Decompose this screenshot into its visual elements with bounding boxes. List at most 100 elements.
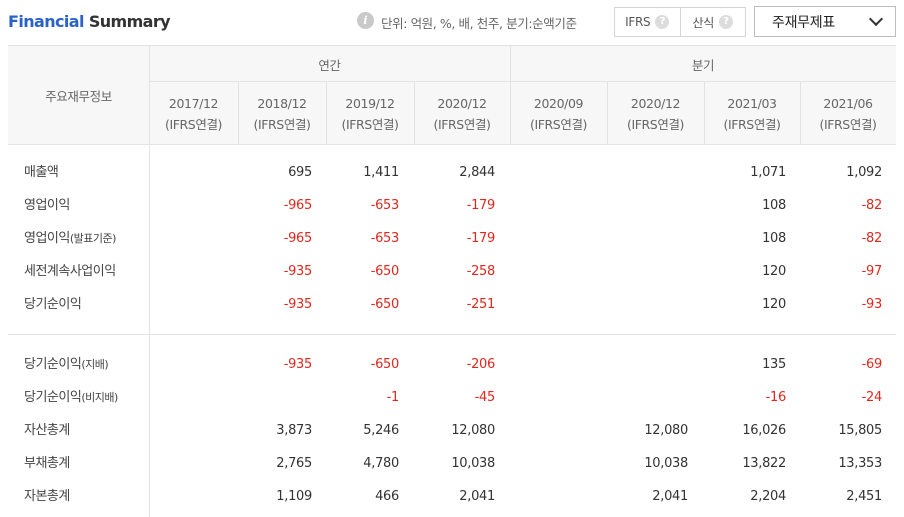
- display-toggle: IFRS ? 산식 ?: [614, 7, 746, 37]
- row-label-text: 세전계속사업이익: [24, 264, 116, 279]
- table-row: 자본총계 1,109 466 2,041 2,041 2,204 2,451: [8, 480, 896, 513]
- period-date: 2021/03: [727, 95, 777, 111]
- table-cell: -965: [283, 231, 313, 246]
- table-row: 매출액 695 1,411 2,844 1,071 1,092: [8, 156, 896, 189]
- table-cell: 10,038: [451, 456, 495, 471]
- row-label: 영업이익(발표기준): [24, 222, 116, 255]
- column-divider: [238, 81, 239, 144]
- row-label-suffix: (지배): [81, 358, 109, 371]
- table-cell: [608, 348, 688, 381]
- top-bar: Financial Summary i 단위: 억원, %, 배, 천주, 분기…: [0, 0, 904, 45]
- period-date: 2017/12: [168, 95, 219, 111]
- row-label: 당기순이익: [24, 288, 82, 321]
- table-cell: [511, 348, 591, 381]
- period-basis: (IFRS연결): [626, 116, 685, 132]
- table-cell: 2,041: [652, 489, 688, 504]
- toggle-ifrs[interactable]: IFRS ?: [615, 8, 680, 36]
- statement-select-value: 주재무제표: [772, 14, 835, 31]
- table-cell: 135: [762, 357, 786, 372]
- column-divider: [510, 45, 511, 144]
- table-cell: -935: [283, 264, 313, 279]
- table-cell: -258: [466, 264, 496, 279]
- statement-select[interactable]: 주재무제표: [754, 6, 896, 37]
- table-cell: [608, 288, 688, 321]
- table-cell: -179: [466, 231, 496, 246]
- title-financial: Financial: [8, 12, 84, 31]
- column-header-period: 2020/12 (IFRS연결): [607, 82, 704, 145]
- period-basis: (IFRS연결): [164, 116, 223, 132]
- table-cell: [156, 222, 236, 255]
- column-header-period: 2019/12 (IFRS연결): [326, 82, 414, 145]
- column-divider: [414, 81, 415, 144]
- info-icon[interactable]: i: [357, 12, 374, 29]
- table-cell: 2,451: [846, 489, 882, 504]
- table-cell: -97: [861, 264, 883, 279]
- table-cell: -179: [466, 198, 496, 213]
- help-icon[interactable]: ?: [655, 15, 670, 29]
- period-basis: (IFRS연결): [341, 116, 399, 132]
- column-header-item: 주요재무정보: [45, 89, 112, 104]
- table-cell: -16: [765, 390, 787, 405]
- table-cell: [156, 480, 236, 513]
- period-basis: (IFRS연결): [253, 116, 311, 132]
- table-cell: [608, 189, 688, 222]
- table-cell: -251: [466, 297, 496, 312]
- table-cell: [511, 447, 591, 480]
- table-cell: -935: [283, 297, 313, 312]
- period-date: 2021/06: [823, 95, 873, 111]
- table-cell: 12,080: [451, 423, 495, 438]
- table-cell: 2,204: [750, 489, 786, 504]
- table-cell: 2,844: [459, 165, 495, 180]
- table-cell: 13,822: [742, 456, 786, 471]
- toggle-formula[interactable]: 산식 ?: [679, 8, 746, 36]
- row-label-suffix: (발표기준): [69, 232, 117, 245]
- column-divider: [326, 81, 327, 144]
- table-row: 자산총계 3,873 5,246 12,080 12,080 16,026 15,805: [8, 414, 896, 447]
- table-cell: -69: [861, 357, 883, 372]
- table-cell: -206: [466, 357, 496, 372]
- table-cell: [511, 381, 591, 414]
- table-cell: 2,765: [276, 456, 312, 471]
- row-label: 자본총계: [24, 480, 70, 513]
- row-label-text: 당기순이익: [24, 390, 82, 405]
- table-cell: [156, 255, 236, 288]
- row-label-text: 부채총계: [24, 456, 70, 471]
- table-cell: [232, 381, 312, 414]
- table-cell: 1,092: [846, 165, 882, 180]
- table-cell: 3,873: [276, 423, 312, 438]
- period-date: 2019/12: [345, 95, 395, 111]
- column-divider: [800, 81, 801, 144]
- group-header-annual: 연간: [318, 57, 341, 73]
- group-header-quarter: 분기: [691, 57, 715, 73]
- table-cell: 12,080: [644, 423, 688, 438]
- column-header-period: 2017/12 (IFRS연결): [149, 82, 238, 145]
- table-row: 당기순이익(지배) -935 -650 -206 135 -69: [8, 348, 896, 381]
- toggle-ifrs-label: IFRS: [625, 15, 651, 29]
- row-label-text: 당기순이익: [24, 297, 82, 312]
- table-cell: -965: [283, 198, 313, 213]
- period-date: 2018/12: [257, 95, 307, 111]
- table-header: 주요재무정보 연간 분기 2017/12 (IFRS연결) 2018/12 (I…: [8, 45, 896, 144]
- row-label: 당기순이익(비지배): [24, 381, 118, 414]
- column-divider: [149, 45, 150, 517]
- table-cell: [511, 480, 591, 513]
- table-cell: [156, 288, 236, 321]
- table-cell: -653: [370, 198, 400, 213]
- help-icon[interactable]: ?: [718, 15, 733, 29]
- table-row: 당기순이익(비지배) -1 -45 -16 -24: [8, 381, 896, 414]
- table-cell: 466: [375, 489, 399, 504]
- column-header-period: 2021/03 (IFRS연결): [704, 82, 800, 145]
- table-cell: [511, 288, 591, 321]
- table-cell: -935: [283, 357, 313, 372]
- row-label: 영업이익: [24, 189, 70, 222]
- column-header-period: 2020/09 (IFRS연결): [510, 82, 607, 145]
- row-label-text: 당기순이익: [24, 357, 82, 372]
- table-cell: [511, 255, 591, 288]
- period-basis: (IFRS연결): [819, 116, 877, 132]
- table-cell: -82: [861, 198, 883, 213]
- table-cell: [511, 222, 591, 255]
- group-divider: [8, 334, 896, 335]
- table-row: 영업이익(발표기준) -965 -653 -179 108 -82: [8, 222, 896, 255]
- period-date: 2020/12: [630, 95, 681, 111]
- row-label-text: 영업이익: [24, 198, 70, 213]
